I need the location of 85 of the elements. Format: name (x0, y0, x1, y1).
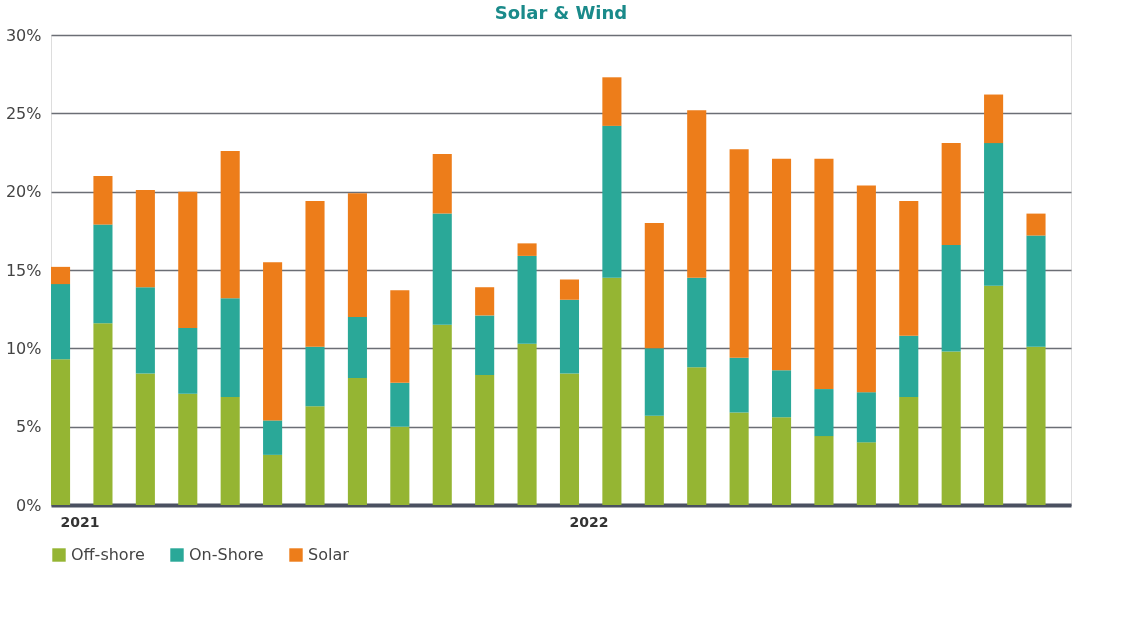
bar (1026, 346, 1046, 505)
bar (1026, 235, 1046, 347)
bar (390, 290, 410, 383)
bar (220, 396, 240, 505)
bar (220, 150, 240, 299)
bar (263, 262, 283, 421)
bar (559, 279, 580, 300)
bar (644, 223, 664, 349)
bar (135, 373, 155, 505)
bar (475, 287, 495, 316)
legend-label: Solar (308, 545, 350, 564)
bar (687, 367, 707, 505)
bar (51, 359, 71, 505)
bar (941, 244, 961, 352)
y-tick-label: 30% (5, 25, 42, 45)
bar (263, 420, 283, 455)
y-tick-label: 25% (5, 103, 42, 123)
bar (899, 201, 919, 336)
bar (51, 284, 71, 360)
bar (432, 213, 452, 325)
bar (941, 351, 961, 505)
legend-label: Off-shore (71, 545, 145, 564)
y-tick-label: 15% (5, 260, 42, 280)
bar (772, 370, 792, 418)
bar (772, 417, 792, 505)
y-tick-label: 5% (16, 417, 42, 437)
bar (135, 190, 155, 288)
bar (347, 193, 367, 317)
bar (475, 315, 495, 375)
legend-label: On-Shore (189, 545, 264, 564)
bar (941, 143, 961, 245)
bar (93, 323, 113, 505)
bar (814, 158, 834, 390)
bar (305, 406, 325, 505)
bar (772, 158, 792, 371)
bar (644, 415, 664, 505)
y-tick-label: 20% (5, 182, 42, 202)
bar (432, 154, 452, 214)
bar (729, 357, 749, 413)
bar (856, 185, 876, 393)
bar (305, 346, 325, 407)
bar (347, 378, 367, 505)
bar (644, 348, 664, 416)
x-tick-label: 2021 (60, 513, 100, 530)
bar (729, 412, 749, 505)
bar (559, 373, 580, 505)
bar (517, 243, 537, 256)
bar (347, 317, 367, 379)
bar (1026, 213, 1046, 236)
bar (390, 382, 410, 427)
bar (984, 143, 1004, 286)
bar (517, 343, 537, 505)
bar (93, 224, 113, 324)
bar (178, 191, 198, 328)
bar (729, 149, 749, 358)
bar (602, 277, 622, 505)
bar (856, 442, 876, 505)
bar (984, 94, 1004, 144)
bar (178, 393, 198, 505)
bar (899, 335, 919, 397)
bar (559, 299, 580, 374)
bar (51, 266, 71, 285)
x-tick-label: 2022 (569, 513, 609, 530)
bar (814, 389, 834, 437)
bar (178, 327, 198, 394)
bar (220, 298, 240, 397)
chart-title: Solar & Wind (494, 2, 628, 23)
bar (475, 374, 495, 505)
bar (263, 454, 283, 505)
bar (899, 396, 919, 505)
bar (517, 255, 537, 344)
bar (602, 125, 622, 278)
bar (687, 277, 707, 368)
bar (687, 110, 707, 278)
bar (432, 324, 452, 505)
bar (856, 392, 876, 443)
bar (305, 201, 325, 347)
bar (135, 287, 155, 374)
bar (390, 426, 410, 505)
y-tick-label: 10% (5, 338, 42, 358)
bar (93, 176, 113, 225)
bar (602, 77, 622, 126)
bar (984, 285, 1004, 505)
y-tick-label: 0% (16, 495, 42, 515)
bar (814, 436, 834, 505)
